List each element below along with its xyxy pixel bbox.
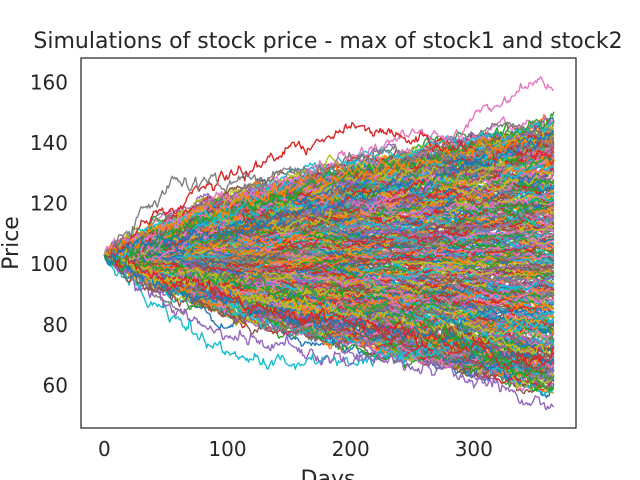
x-tick-label: 0 — [98, 437, 111, 461]
y-axis-label: Price — [0, 216, 24, 270]
series-lines — [103, 76, 555, 411]
x-tick-label: 200 — [332, 437, 370, 461]
x-axis-label: Days — [301, 467, 356, 480]
y-tick-label: 160 — [30, 70, 68, 94]
simulation-line — [104, 250, 555, 288]
plot-frame — [80, 57, 577, 429]
series-line-4 — [103, 140, 555, 263]
y-tick-label: 100 — [30, 252, 68, 276]
series-line-7 — [103, 253, 555, 363]
simulation-line — [104, 123, 555, 259]
y-tick-label: 120 — [30, 192, 68, 216]
series-line-12 — [103, 129, 555, 266]
x-axis-ticks: 0 100 200 300 — [98, 437, 493, 461]
series-line-6 — [103, 254, 555, 411]
chart-title: Simulations of stock price - max of stoc… — [33, 29, 622, 54]
series-line-11 — [103, 248, 555, 392]
y-tick-label: 140 — [30, 131, 68, 155]
x-tick-label: 300 — [455, 437, 493, 461]
y-tick-label: 80 — [43, 313, 68, 337]
series-line-3 — [103, 136, 555, 259]
x-tick-label: 100 — [208, 437, 246, 461]
y-axis-ticks: 60 80 100 120 140 160 — [30, 70, 68, 397]
series-line-10 — [103, 253, 555, 370]
y-tick-label: 60 — [43, 374, 68, 398]
simulation-line — [104, 224, 555, 256]
series-line-0 — [103, 76, 554, 256]
